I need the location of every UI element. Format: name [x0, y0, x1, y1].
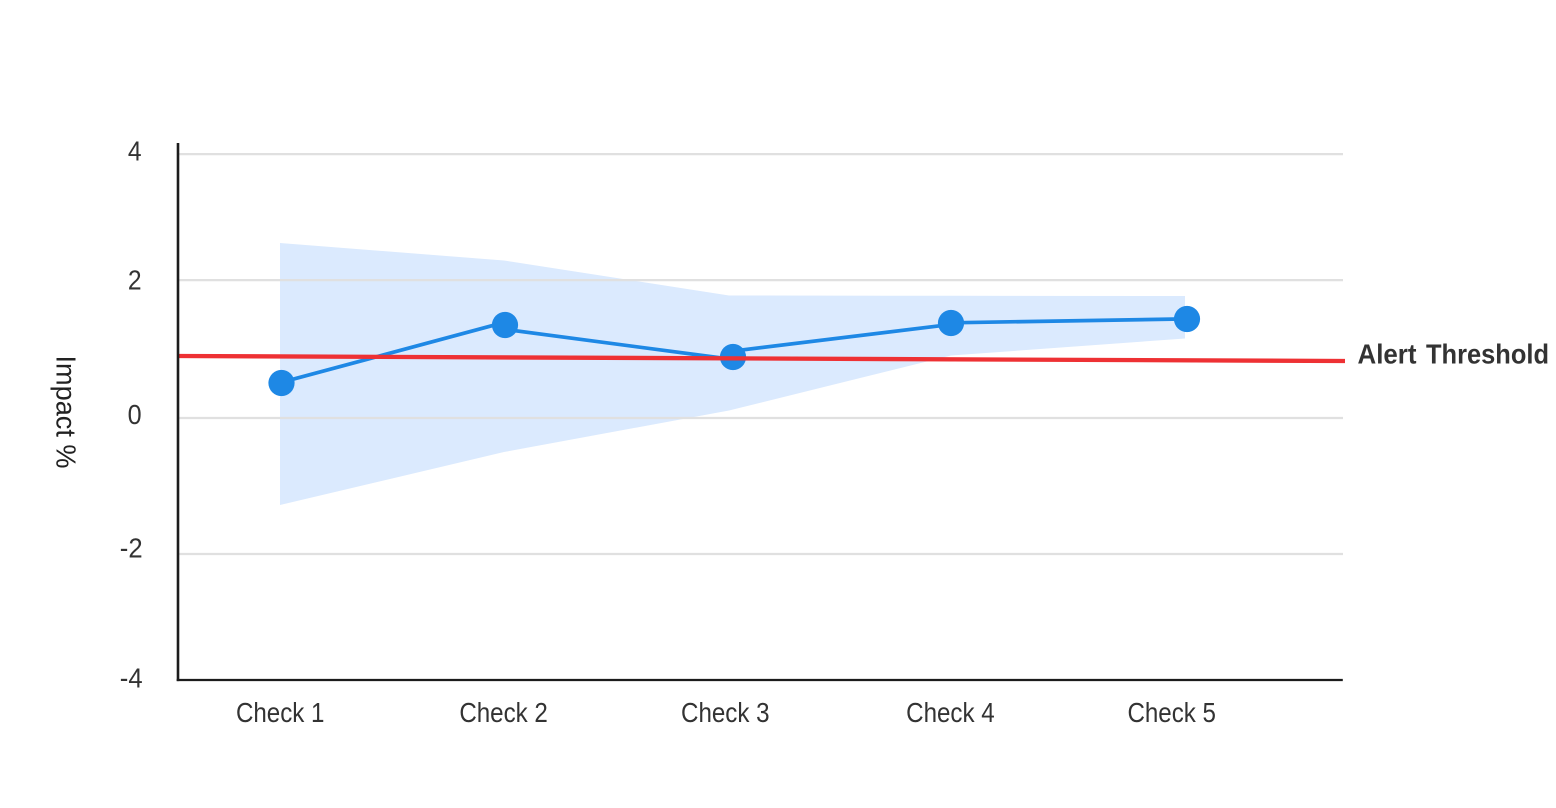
svg-text:Check 4: Check 4	[906, 697, 995, 728]
svg-text:Threshold: Threshold	[1426, 339, 1549, 370]
svg-text:4: 4	[128, 136, 142, 167]
svg-text:-4: -4	[120, 663, 143, 694]
svg-text:2: 2	[128, 265, 142, 296]
svg-text:Check 2: Check 2	[459, 697, 548, 728]
svg-text:Alert: Alert	[1358, 339, 1417, 370]
svg-text:Check 3: Check 3	[681, 697, 770, 728]
svg-text:0: 0	[128, 399, 142, 430]
svg-text:-2: -2	[120, 533, 143, 564]
svg-text:Impact %: Impact %	[51, 356, 82, 469]
svg-text:Check 1: Check 1	[236, 697, 325, 728]
svg-text:Check 5: Check 5	[1127, 697, 1216, 728]
